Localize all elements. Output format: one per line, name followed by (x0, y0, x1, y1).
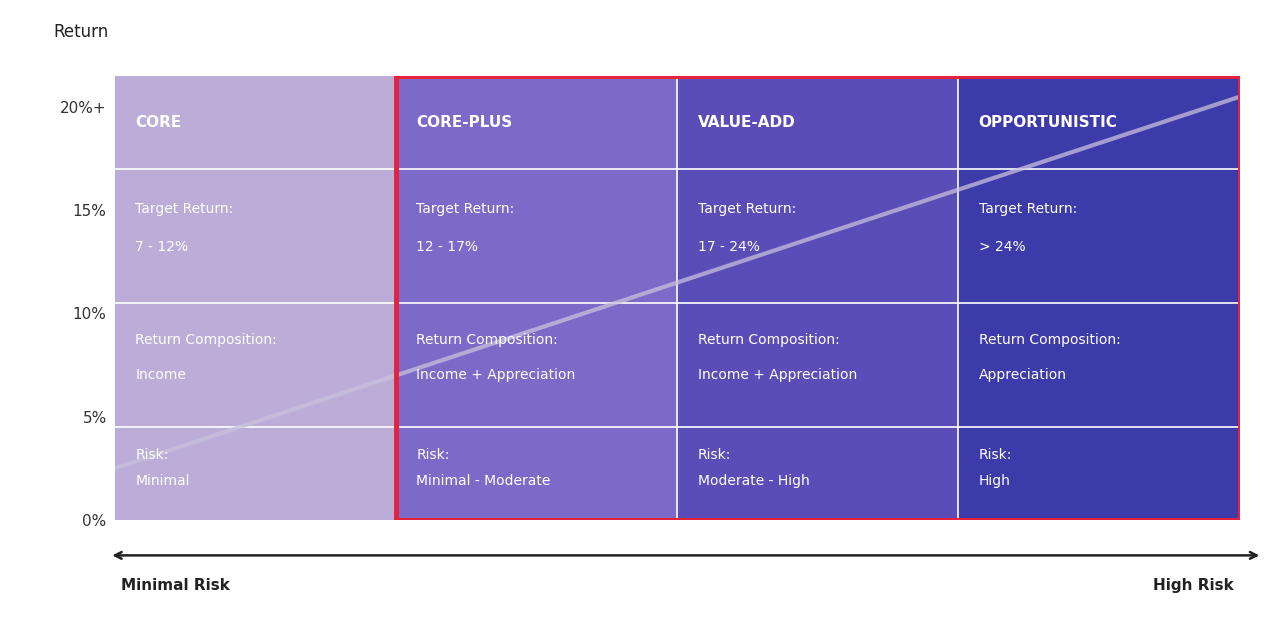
Text: Risk:: Risk: (979, 448, 1012, 462)
Text: Moderate - High: Moderate - High (698, 474, 809, 488)
Text: Income: Income (135, 368, 187, 382)
Bar (958, 169, 1240, 303)
Bar (115, 169, 396, 303)
Text: Target Return:: Target Return: (135, 202, 234, 216)
Text: Income + Appreciation: Income + Appreciation (417, 368, 575, 382)
Text: CORE-PLUS: CORE-PLUS (417, 115, 512, 130)
Text: Return Composition:: Return Composition: (979, 333, 1121, 347)
Text: 12 - 17%: 12 - 17% (417, 240, 478, 254)
Text: Target Return:: Target Return: (698, 202, 796, 216)
Text: Risk:: Risk: (417, 448, 450, 462)
Text: > 24%: > 24% (979, 240, 1025, 254)
Text: 7 - 12%: 7 - 12% (135, 240, 188, 254)
Text: High: High (979, 474, 1011, 488)
Bar (677, 427, 958, 520)
Text: Appreciation: Appreciation (979, 368, 1067, 382)
Bar (958, 76, 1240, 169)
Text: Return Composition:: Return Composition: (135, 333, 277, 347)
Text: Return Composition:: Return Composition: (698, 333, 840, 347)
Text: Minimal - Moderate: Minimal - Moderate (417, 474, 551, 488)
Text: Minimal: Minimal (135, 474, 189, 488)
Text: CORE: CORE (135, 115, 181, 130)
Text: Return Composition:: Return Composition: (417, 333, 558, 347)
Text: Target Return:: Target Return: (417, 202, 515, 216)
Text: Minimal Risk: Minimal Risk (120, 578, 230, 593)
Text: 17 - 24%: 17 - 24% (698, 240, 759, 254)
Bar (396, 76, 677, 169)
Bar (396, 76, 1240, 520)
Bar (396, 427, 677, 520)
Bar (677, 76, 958, 169)
Bar (115, 427, 396, 520)
Text: Risk:: Risk: (135, 448, 169, 462)
Bar (677, 303, 958, 427)
Bar (677, 169, 958, 303)
Text: High Risk: High Risk (1153, 578, 1235, 593)
Bar (115, 76, 396, 169)
Text: VALUE-ADD: VALUE-ADD (698, 115, 795, 130)
Bar (958, 303, 1240, 427)
Text: Risk:: Risk: (698, 448, 731, 462)
Bar (115, 303, 396, 427)
Bar (396, 169, 677, 303)
Text: Return: Return (54, 23, 109, 41)
Text: Target Return:: Target Return: (979, 202, 1077, 216)
Text: OPPORTUNISTIC: OPPORTUNISTIC (979, 115, 1118, 130)
Text: Income + Appreciation: Income + Appreciation (698, 368, 856, 382)
Bar (396, 303, 677, 427)
Bar (958, 427, 1240, 520)
